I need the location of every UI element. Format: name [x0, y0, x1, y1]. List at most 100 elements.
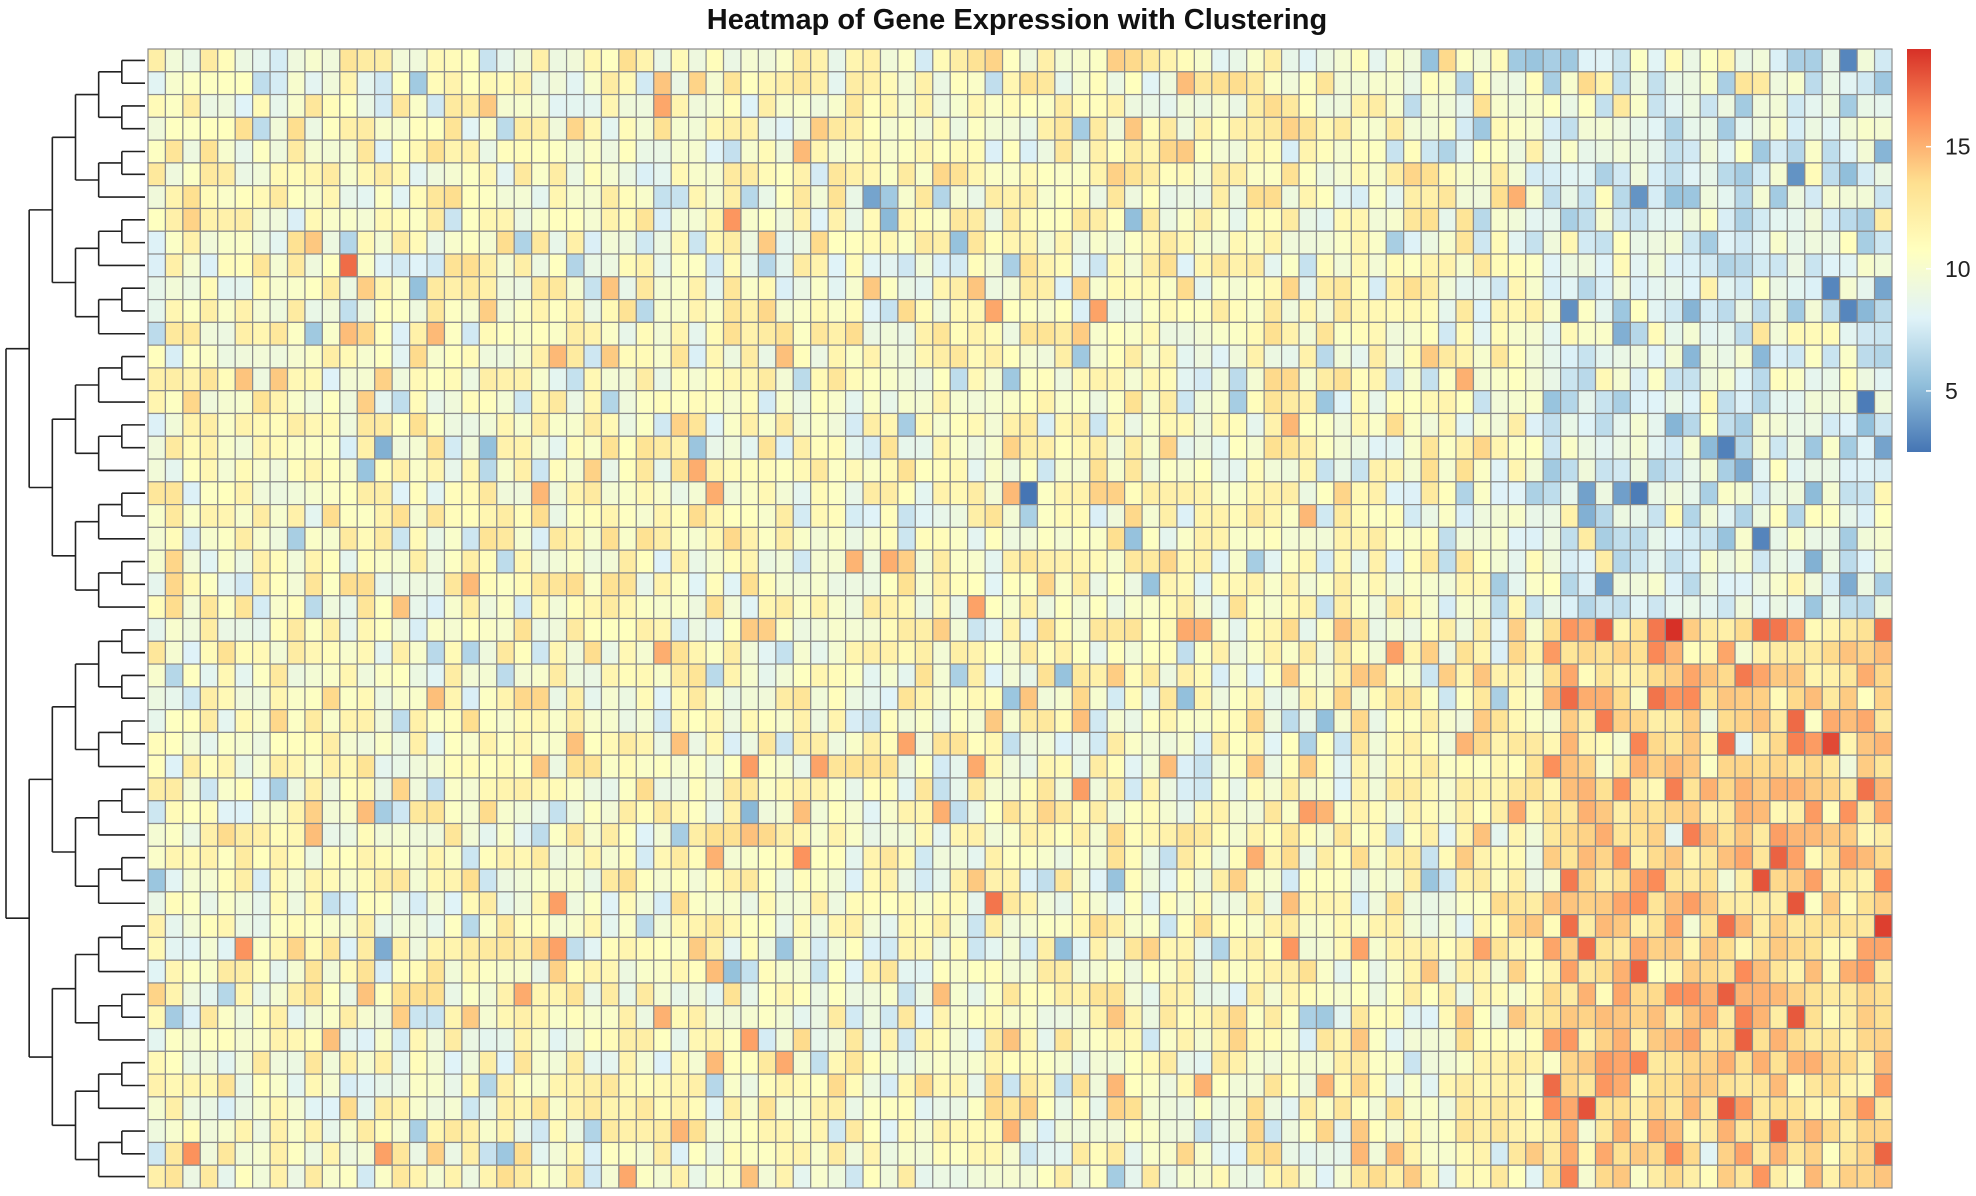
heatmap-cell: [1386, 1006, 1403, 1029]
heatmap-cell: [933, 1051, 950, 1074]
heatmap-cell: [1107, 892, 1124, 915]
heatmap-cell: [1822, 1029, 1839, 1052]
heatmap-cell: [444, 1142, 461, 1165]
heatmap-cell: [1264, 937, 1281, 960]
heatmap-cell: [532, 937, 549, 960]
heatmap-cell: [462, 368, 479, 391]
heatmap-cell: [706, 824, 723, 847]
heatmap-cell: [410, 1120, 427, 1143]
heatmap-cell: [758, 983, 775, 1006]
heatmap-cell: [793, 960, 810, 983]
heatmap-cell: [1177, 596, 1194, 619]
heatmap-cell: [776, 1142, 793, 1165]
heatmap-cell: [1561, 1074, 1578, 1097]
heatmap-cell: [1630, 573, 1647, 596]
heatmap-cell: [1299, 641, 1316, 664]
heatmap-cell: [1212, 505, 1229, 528]
heatmap-cell: [375, 937, 392, 960]
heatmap-cell: [654, 208, 671, 231]
heatmap-cell: [898, 755, 915, 778]
heatmap-cell: [1003, 937, 1020, 960]
heatmap-cell: [1596, 550, 1613, 573]
heatmap-cell: [741, 208, 758, 231]
heatmap-cell: [1718, 596, 1735, 619]
heatmap-cell: [1822, 619, 1839, 642]
heatmap-cell: [741, 254, 758, 277]
heatmap-cell: [218, 186, 235, 209]
heatmap-cell: [1718, 1051, 1735, 1074]
heatmap-cell: [1439, 641, 1456, 664]
heatmap-cell: [1700, 778, 1717, 801]
heatmap-cell: [1473, 869, 1490, 892]
heatmap-cell: [1316, 322, 1333, 345]
heatmap-cell: [1020, 960, 1037, 983]
heatmap-cell: [1421, 937, 1438, 960]
heatmap-cell: [1752, 778, 1769, 801]
heatmap-cell: [288, 254, 305, 277]
heatmap-cell: [619, 550, 636, 573]
heatmap-cell: [1735, 1120, 1752, 1143]
heatmap-cell: [689, 619, 706, 642]
heatmap-cell: [375, 49, 392, 72]
heatmap-cell: [654, 892, 671, 915]
heatmap-cell: [235, 163, 252, 186]
heatmap-cell: [1055, 824, 1072, 847]
heatmap-cell: [514, 960, 531, 983]
heatmap-cell: [1247, 368, 1264, 391]
heatmap-cell: [863, 49, 880, 72]
heatmap-cell: [532, 619, 549, 642]
heatmap-cell: [1526, 482, 1543, 505]
heatmap-cell: [392, 208, 409, 231]
heatmap-cell: [462, 596, 479, 619]
heatmap-cell: [1299, 1074, 1316, 1097]
heatmap-cell: [1718, 208, 1735, 231]
heatmap-cell: [375, 732, 392, 755]
heatmap-cell: [758, 892, 775, 915]
heatmap-cell: [950, 140, 967, 163]
heatmap-cell: [1421, 482, 1438, 505]
heatmap-cell: [375, 1029, 392, 1052]
heatmap-cell: [270, 322, 287, 345]
heatmap-cell: [1805, 322, 1822, 345]
heatmap-cell: [1805, 163, 1822, 186]
heatmap-cell: [1578, 960, 1595, 983]
heatmap-cell: [1630, 1051, 1647, 1074]
heatmap-cell: [514, 368, 531, 391]
heatmap-cell: [1351, 1051, 1368, 1074]
heatmap-cell: [1561, 960, 1578, 983]
heatmap-cell: [218, 117, 235, 140]
heatmap-cell: [880, 254, 897, 277]
heatmap-cell: [270, 436, 287, 459]
heatmap-cell: [1020, 869, 1037, 892]
heatmap-cell: [148, 1097, 165, 1120]
heatmap-cell: [410, 1051, 427, 1074]
heatmap-cell: [880, 95, 897, 118]
heatmap-cell: [1107, 915, 1124, 938]
heatmap-cell: [567, 72, 584, 95]
heatmap-cell: [497, 322, 514, 345]
heatmap-cell: [1491, 1029, 1508, 1052]
heatmap-cell: [1718, 619, 1735, 642]
heatmap-cell: [410, 117, 427, 140]
heatmap-cell: [270, 1051, 287, 1074]
heatmap-cell: [1526, 300, 1543, 323]
heatmap-cell: [479, 49, 496, 72]
heatmap-cell: [288, 231, 305, 254]
heatmap-cell: [1665, 436, 1682, 459]
heatmap-cell: [532, 732, 549, 755]
heatmap-cell: [636, 824, 653, 847]
heatmap-cell: [706, 1029, 723, 1052]
heatmap-cell: [1822, 1120, 1839, 1143]
heatmap-cell: [1386, 95, 1403, 118]
heatmap-cell: [410, 732, 427, 755]
heatmap-cell: [1561, 368, 1578, 391]
heatmap-cell: [1107, 95, 1124, 118]
heatmap-cell: [671, 824, 688, 847]
heatmap-cell: [811, 72, 828, 95]
heatmap-cell: [811, 505, 828, 528]
heatmap-cell: [950, 1097, 967, 1120]
heatmap-cell: [270, 846, 287, 869]
heatmap-cell: [1142, 140, 1159, 163]
heatmap-cell: [235, 436, 252, 459]
heatmap-cell: [1840, 231, 1857, 254]
